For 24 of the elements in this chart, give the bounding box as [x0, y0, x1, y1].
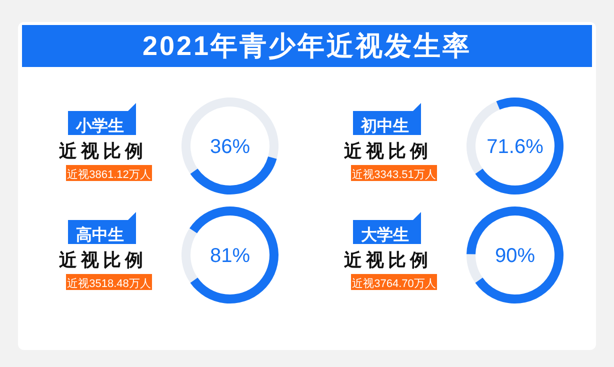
text: 大学生 [361, 226, 409, 244]
text: 初中生 [360, 117, 409, 135]
data-label: 81% [210, 245, 250, 267]
text: 近视3518.48万人 [67, 277, 151, 290]
donut-slice [182, 98, 278, 174]
text: 小学生 [75, 117, 124, 135]
text: 近视3861.12万人 [67, 168, 151, 181]
data-label: 36% [210, 136, 250, 158]
data-label: 90% [494, 245, 536, 267]
donut-slice [190, 156, 277, 194]
text: 近视3343.51万人 [352, 168, 436, 181]
data-label: 71.6% [486, 136, 544, 158]
text: 2021年青少年近视发生率 [142, 31, 472, 61]
donut-slice [190, 206, 278, 304]
text: 近视比例 [343, 250, 432, 270]
text: 近视3764.70万人 [352, 277, 436, 290]
text: 近视比例 [343, 141, 432, 161]
donut-slice [475, 98, 564, 194]
text: 近视比例 [58, 141, 147, 161]
donut-slice [182, 228, 198, 283]
text: 高中生 [76, 225, 124, 244]
donut-slice [466, 254, 483, 283]
text: 近视比例 [58, 250, 147, 270]
donut-slice [466, 206, 564, 304]
